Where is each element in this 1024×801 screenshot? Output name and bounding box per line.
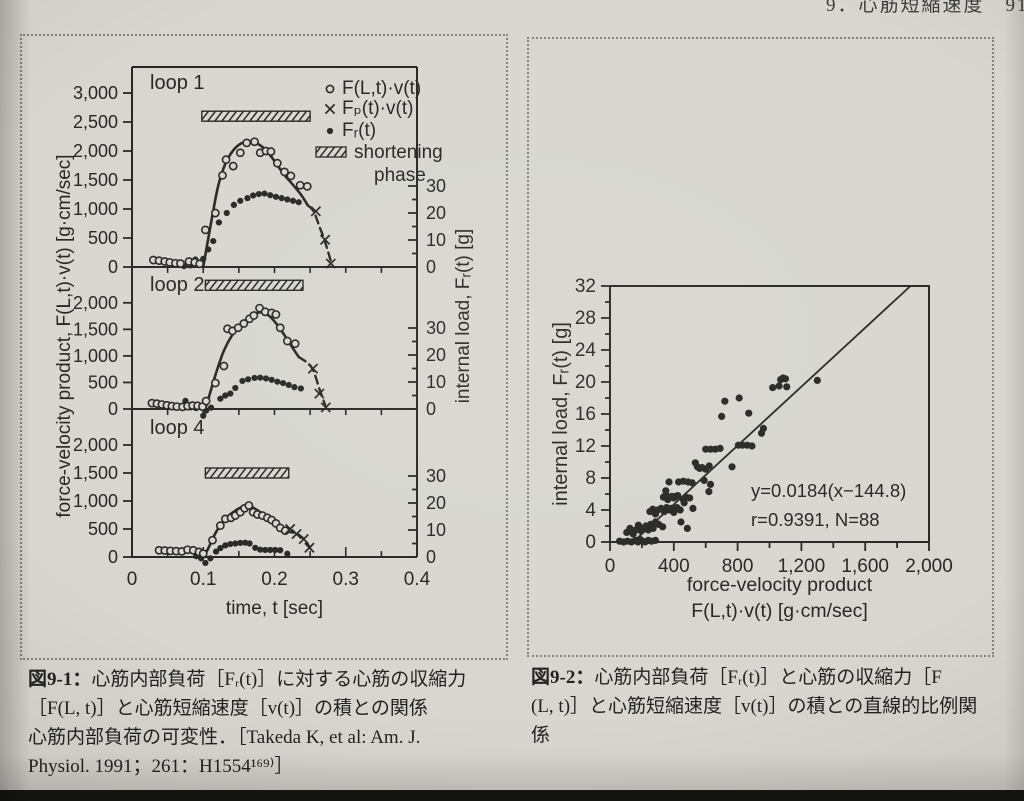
page-header: 9．心筋短縮速度 91 bbox=[826, 0, 1024, 16]
svg-text:0.2: 0.2 bbox=[261, 569, 287, 590]
svg-text:1,000: 1,000 bbox=[73, 199, 118, 219]
svg-text:2,000: 2,000 bbox=[73, 293, 118, 313]
svg-text:internal load, Fᵣ(t) [g]: internal load, Fᵣ(t) [g] bbox=[453, 229, 474, 404]
svg-text:500: 500 bbox=[88, 228, 118, 248]
svg-text:0: 0 bbox=[108, 399, 118, 419]
svg-text:2,000: 2,000 bbox=[73, 435, 118, 455]
svg-text:30: 30 bbox=[426, 176, 446, 196]
svg-text:loop 4: loop 4 bbox=[150, 417, 205, 439]
svg-text:Fᵣ(t): Fᵣ(t) bbox=[342, 120, 376, 141]
svg-text:12: 12 bbox=[575, 436, 596, 457]
svg-text:F(L,t)·v(t): F(L,t)·v(t) bbox=[342, 78, 421, 99]
svg-text:Fₚ(t)·v(t): Fₚ(t)·v(t) bbox=[342, 98, 413, 119]
svg-text:1,500: 1,500 bbox=[73, 170, 118, 190]
svg-text:F(L,t)·v(t) [g·cm/sec]: F(L,t)·v(t) [g·cm/sec] bbox=[691, 600, 868, 622]
svg-text:800: 800 bbox=[722, 556, 754, 577]
figure-9-2-box: 0 4 8 12 16 20 24 28 32 0 400 800 1,200 1,600 2,000 y=0… bbox=[527, 37, 994, 657]
figure-9-1-legend: F(L,t)·v(t)Fₚ(t)·v(t)Fᵣ(t)shorteningphas… bbox=[315, 78, 443, 186]
svg-text:y=0.0184(x−144.8): y=0.0184(x−144.8) bbox=[751, 480, 906, 501]
svg-text:2,000: 2,000 bbox=[73, 141, 118, 161]
svg-text:20: 20 bbox=[426, 493, 446, 513]
svg-text:0: 0 bbox=[426, 547, 436, 567]
svg-text:0.4: 0.4 bbox=[404, 569, 431, 590]
svg-text:10: 10 bbox=[426, 372, 446, 392]
svg-text:0: 0 bbox=[605, 556, 616, 577]
svg-text:loop 1: loop 1 bbox=[150, 72, 205, 94]
svg-text:0: 0 bbox=[426, 399, 436, 419]
svg-text:500: 500 bbox=[88, 519, 118, 539]
svg-text:20: 20 bbox=[426, 203, 446, 223]
svg-text:1,500: 1,500 bbox=[73, 463, 118, 483]
figure-9-1-caption-text: 心筋内部負荷［Fᵣ(t)］に対する心筋の収縮力 ［F(L, t)］と心筋短縮速度… bbox=[28, 669, 467, 777]
svg-text:1,600: 1,600 bbox=[841, 556, 889, 577]
figure-9-1-caption-label: 図9-1： bbox=[28, 669, 92, 690]
svg-text:0: 0 bbox=[108, 257, 118, 277]
svg-text:force-velocity product, F(L,t): force-velocity product, F(L,t)·v(t) [g·c… bbox=[54, 154, 75, 517]
photo-edge-shadow bbox=[0, 790, 1024, 801]
svg-text:30: 30 bbox=[426, 318, 446, 338]
svg-text:8: 8 bbox=[585, 468, 596, 489]
svg-text:force-velocity product: force-velocity product bbox=[687, 574, 873, 596]
svg-text:0: 0 bbox=[108, 547, 118, 567]
svg-text:r=0.9391, N=88: r=0.9391, N=88 bbox=[751, 509, 880, 530]
svg-text:2,000: 2,000 bbox=[905, 556, 953, 577]
svg-text:10: 10 bbox=[426, 230, 446, 250]
svg-text:internal load, Fᵣ(t) [g]: internal load, Fᵣ(t) [g] bbox=[550, 322, 572, 506]
svg-text:shortening: shortening bbox=[354, 142, 443, 163]
svg-text:1,500: 1,500 bbox=[73, 319, 118, 339]
svg-text:0.3: 0.3 bbox=[333, 569, 359, 590]
figure-9-2-caption-label: 図9-2： bbox=[531, 667, 595, 688]
svg-text:30: 30 bbox=[426, 466, 446, 486]
svg-text:4: 4 bbox=[585, 500, 596, 521]
svg-text:20: 20 bbox=[575, 372, 596, 393]
svg-text:16: 16 bbox=[575, 404, 596, 425]
svg-text:1,200: 1,200 bbox=[778, 556, 826, 577]
figure-9-1-box: 0 500 1,000 1,500 2,000 2,500 3,000 0 10 20 30 loop… bbox=[20, 34, 508, 660]
svg-text:10: 10 bbox=[426, 520, 446, 540]
svg-text:32: 32 bbox=[575, 276, 596, 297]
figure-9-1-chart: 0 500 1,000 1,500 2,000 2,500 3,000 0 10 20 30 loop… bbox=[54, 66, 474, 619]
svg-text:3,000: 3,000 bbox=[73, 83, 118, 103]
svg-text:loop 2: loop 2 bbox=[150, 274, 205, 296]
svg-text:20: 20 bbox=[426, 345, 446, 365]
svg-text:2,500: 2,500 bbox=[73, 112, 118, 132]
svg-text:24: 24 bbox=[575, 340, 597, 361]
figure-9-2-caption-text: 心筋内部負荷［Fᵣ(t)］と心筋の収縮力［F (L, t)］と心筋短縮速度［v(… bbox=[531, 667, 978, 746]
figure-9-1-caption: 図9-1：心筋内部負荷［Fᵣ(t)］に対する心筋の収縮力 ［F(L, t)］と心… bbox=[28, 665, 512, 781]
svg-text:500: 500 bbox=[88, 372, 118, 392]
svg-text:0: 0 bbox=[127, 569, 138, 590]
figure-9-2-caption: 図9-2：心筋内部負荷［Fᵣ(t)］と心筋の収縮力［F (L, t)］と心筋短縮… bbox=[531, 663, 1003, 750]
svg-text:0.1: 0.1 bbox=[190, 569, 216, 590]
svg-text:400: 400 bbox=[658, 556, 690, 577]
svg-text:1,000: 1,000 bbox=[73, 346, 118, 366]
svg-text:0: 0 bbox=[426, 257, 436, 277]
svg-text:1,000: 1,000 bbox=[73, 491, 118, 511]
svg-text:phase: phase bbox=[374, 165, 426, 186]
figure-9-2-chart: 0 4 8 12 16 20 24 28 32 0 400 800 1,200 1,600 2,000 y=0… bbox=[550, 276, 953, 622]
svg-text:28: 28 bbox=[575, 308, 596, 329]
svg-text:time, t [sec]: time, t [sec] bbox=[226, 598, 323, 619]
svg-text:0: 0 bbox=[585, 532, 596, 553]
